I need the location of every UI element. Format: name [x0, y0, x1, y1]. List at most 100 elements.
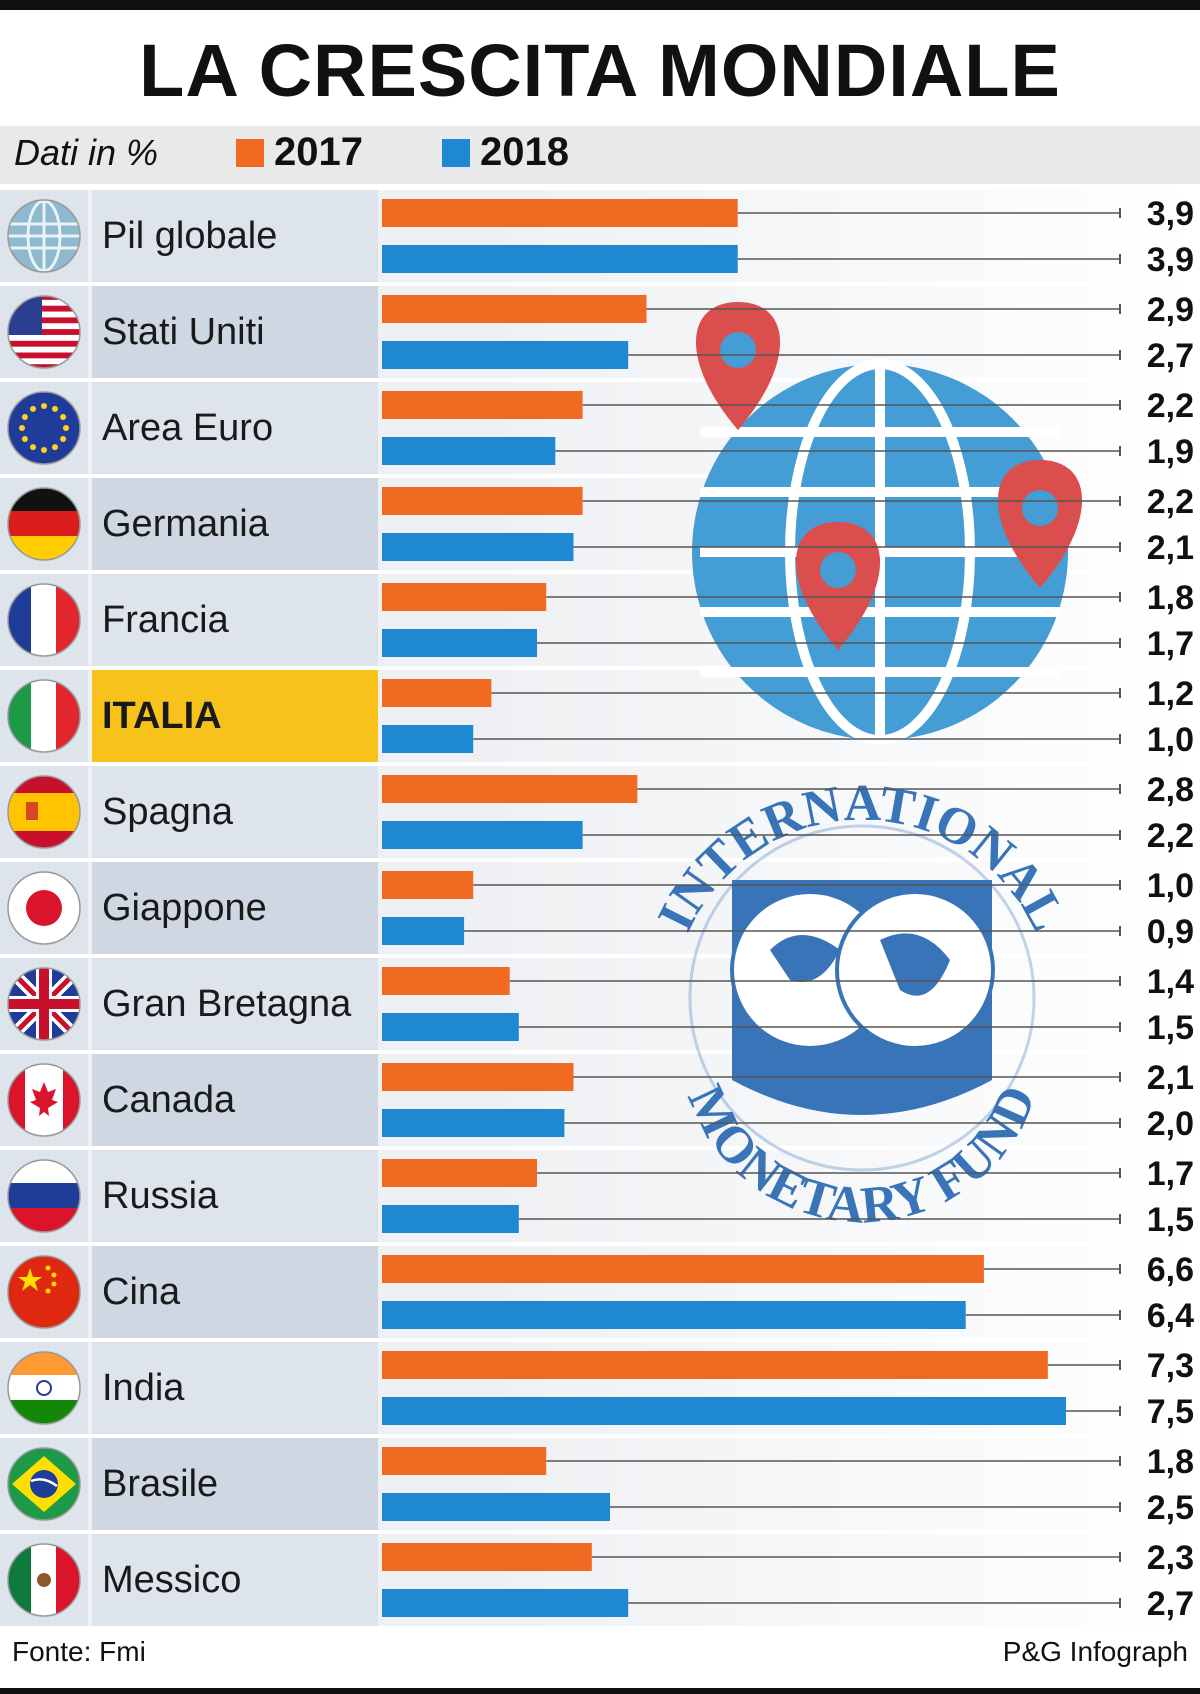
bar-2017 [382, 679, 492, 707]
page-title: LA CRESCITA MONDIALE [139, 29, 1061, 112]
bar-2017 [382, 487, 583, 515]
legend-swatch-2018 [442, 138, 470, 167]
value-label: 6,4 [1147, 1297, 1194, 1335]
category-label: Area Euro [92, 382, 378, 474]
china-flag-icon [7, 1255, 81, 1329]
globe-icon [7, 199, 81, 273]
unit-label: Dati in % [14, 132, 159, 173]
credit-note: P&G Infograph [1002, 1636, 1188, 1667]
map-pin-icon [997, 460, 1083, 588]
bar-2018 [382, 725, 474, 753]
value-label: 6,6 [1147, 1251, 1194, 1289]
map-pin-icon [695, 302, 781, 430]
russia-flag-icon [7, 1159, 81, 1233]
value-label: 1,7 [1147, 1155, 1194, 1193]
eu-flag-icon [7, 391, 81, 465]
germany-flag-icon [7, 487, 81, 561]
bar-2017 [382, 199, 738, 227]
legend-label-2017: 2017 [274, 130, 363, 174]
bar-2017 [382, 1159, 537, 1187]
seal-ring [688, 824, 1036, 1172]
legend-item-2017: 2017 [236, 130, 363, 175]
value-label: 3,9 [1147, 195, 1194, 233]
category-label: Russia [92, 1150, 378, 1242]
india-flag-icon [7, 1351, 81, 1425]
value-label: 2,3 [1147, 1539, 1194, 1577]
bar-2017 [382, 1447, 547, 1475]
canada-flag-icon [7, 1063, 81, 1137]
mexico-flag-icon [7, 1543, 81, 1617]
bar-2018 [382, 1589, 629, 1617]
category-label: Stati Uniti [92, 286, 378, 378]
value-label: 1,5 [1147, 1009, 1194, 1047]
bar-2017 [382, 967, 510, 995]
category-label: Gran Bretagna [92, 958, 378, 1050]
legend-item-2018: 2018 [442, 130, 569, 175]
bar-2017 [382, 871, 474, 899]
bar-2018 [382, 341, 629, 369]
value-label: 0,9 [1147, 913, 1194, 951]
bar-2018 [382, 1013, 519, 1041]
value-label: 7,3 [1147, 1347, 1194, 1385]
value-label: 2,1 [1147, 529, 1194, 567]
category-label: ITALIA [92, 670, 378, 762]
value-label: 2,2 [1147, 817, 1194, 855]
value-label: 2,2 [1147, 387, 1194, 425]
pin-hole [720, 332, 756, 368]
bar-2017 [382, 295, 647, 323]
value-label: 2,5 [1147, 1489, 1194, 1527]
bar-2018 [382, 245, 738, 273]
bar-2018 [382, 1109, 565, 1137]
japan-flag-icon [7, 871, 81, 945]
bar-2018 [382, 917, 465, 945]
brazil-flag-icon [7, 1447, 81, 1521]
bar-2018 [382, 629, 537, 657]
bar-2018 [382, 1205, 519, 1233]
value-label: 1,8 [1147, 579, 1194, 617]
value-label: 1,9 [1147, 433, 1194, 471]
bar-2017 [382, 775, 638, 803]
value-label: 7,5 [1147, 1393, 1194, 1431]
value-label: 2,7 [1147, 1585, 1194, 1623]
bar-2018 [382, 1301, 966, 1329]
value-label: 2,2 [1147, 483, 1194, 521]
source-note: Fonte: Fmi [12, 1636, 146, 1667]
us-flag-icon [7, 295, 81, 369]
bar-2018 [382, 1493, 610, 1521]
bar-2017 [382, 583, 547, 611]
pin-hole [1022, 490, 1058, 526]
value-label: 1,5 [1147, 1201, 1194, 1239]
value-label: 2,7 [1147, 337, 1194, 375]
category-label: Francia [92, 574, 378, 666]
value-label: 1,2 [1147, 675, 1194, 713]
legend-label-2018: 2018 [480, 130, 569, 174]
value-label: 2,1 [1147, 1059, 1194, 1097]
map-pin-icon [795, 522, 881, 650]
spain-flag-icon [7, 775, 81, 849]
legend-bar [0, 126, 1200, 184]
legend-swatch-2017 [236, 138, 264, 167]
italy-flag-icon [7, 679, 81, 753]
bar-2017 [382, 1351, 1048, 1379]
value-label: 1,7 [1147, 625, 1194, 663]
value-label: 1,0 [1147, 721, 1194, 759]
pin-hole [820, 552, 856, 588]
bar-2017 [382, 391, 583, 419]
value-label: 1,0 [1147, 867, 1194, 905]
value-label: 1,4 [1147, 963, 1194, 1001]
category-label: Cina [92, 1246, 378, 1338]
top-rule [0, 0, 1200, 10]
bar-2017 [382, 1063, 574, 1091]
france-flag-icon [7, 583, 81, 657]
category-label: Canada [92, 1054, 378, 1146]
bar-2018 [382, 1397, 1066, 1425]
category-label: India [92, 1342, 378, 1434]
bar-2018 [382, 821, 583, 849]
value-label: 2,8 [1147, 771, 1194, 809]
category-label: Spagna [92, 766, 378, 858]
value-label: 3,9 [1147, 241, 1194, 279]
bar-2017 [382, 1543, 592, 1571]
